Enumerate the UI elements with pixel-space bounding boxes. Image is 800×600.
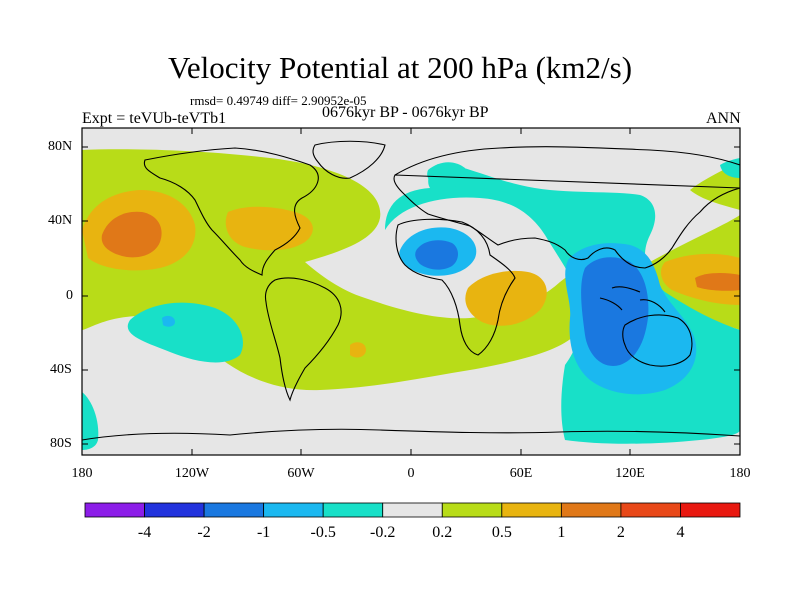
greenland-coastline [312,140,386,179]
north-pacific-dark-orange-core [101,211,162,258]
lon-label-120w: 120W [174,466,210,481]
colorbar-swatch [560,502,622,518]
north-africa-blue-core [415,240,458,270]
colorbar-swatch [620,502,681,518]
colorbar-label: 1 [557,524,566,541]
colorbar-swatch [441,502,503,518]
north-america-coastline [143,147,319,276]
lon-label-120e: 120E [615,466,645,481]
arctic-teal-region [427,162,467,188]
colorbar-label: -0.5 [310,524,336,541]
colorbar-label: -2 [197,524,211,541]
stats-text: rmsd= 0.49749 diff= 2.90952e-05 [190,93,367,108]
lon-label-60e: 60E [509,466,533,481]
colorbar-swatch [322,502,384,518]
lat-label-40s: 40S [50,362,72,377]
lat-label-80n: 80N [48,139,73,154]
axis-ticks [81,128,741,455]
lon-label-0: 0 [407,466,415,481]
colorbar-swatch [263,502,324,518]
experiment-label: Expt = teVUb-teVTb1 [82,110,227,127]
colorbar-label: 4 [676,524,685,541]
colorbar-swatch [680,502,741,518]
australia-coastline [622,314,693,367]
antarctica-coastline [82,428,740,441]
south-pacific-cyan-spot [162,315,175,327]
colorbar-swatch [501,502,562,518]
eurasia-coastline [393,146,740,269]
coastlines [82,140,740,441]
colorbar-swatch [203,502,265,518]
colorbar-label: 0.2 [432,524,453,541]
south-pacific-teal-region [127,302,243,363]
lat-label-40n: 40N [48,213,73,228]
colorbar-label: -4 [137,524,152,541]
season-label: ANN [706,110,741,127]
colorbar-label: 0.5 [491,524,512,541]
lon-label-60w: 60W [287,466,315,481]
colorbar-label: 2 [616,524,625,541]
west-pacific-dark-orange-core [695,273,740,291]
lon-label-180w: 180 [71,466,93,481]
lat-label-80s: 80S [50,436,72,451]
colorbar [84,502,741,518]
africa-orange-region [465,270,547,326]
lon-label-180e: 180 [729,466,751,481]
indonesia-blue-core [581,257,649,366]
south-america-coastline [264,277,342,402]
south-atlantic-orange-dot [350,342,366,358]
period-label: 0676kyr BP - 0676kyr BP [322,104,489,121]
southwest-pacific-teal-corner [82,392,99,450]
lat-label-0: 0 [66,288,73,303]
colorbar-swatch [382,502,443,518]
colorbar-swatch [84,502,145,518]
colorbar-swatch [144,502,205,518]
colorbar-label: -0.2 [370,524,396,541]
chart-title: Velocity Potential at 200 hPa (km2/s) [167,50,633,85]
colorbar-label: -1 [256,524,271,541]
indonesia-islands [599,286,666,313]
